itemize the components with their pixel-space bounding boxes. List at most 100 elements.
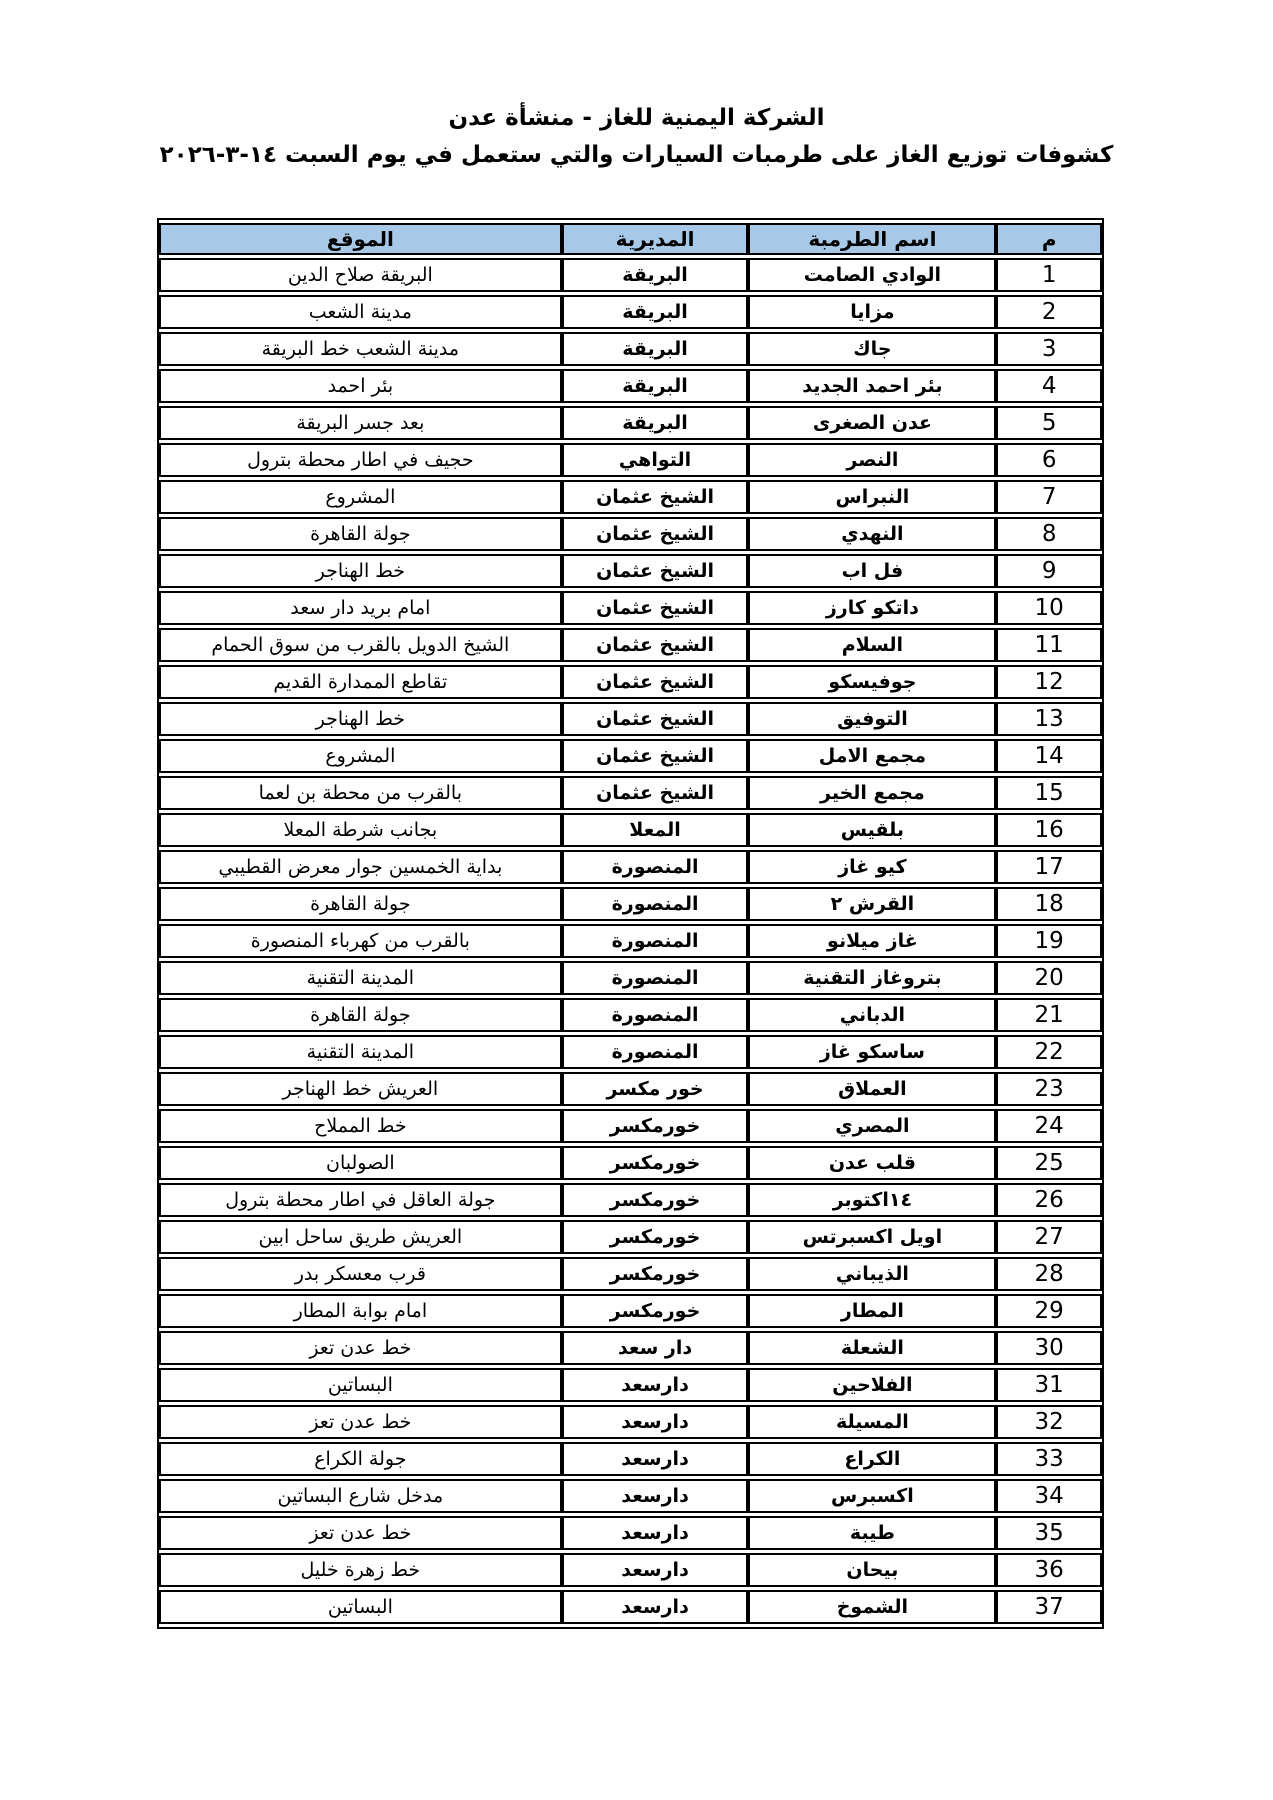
cell-location: بئر احمد [159,368,562,403]
table-row: 10 داتكو كارز الشيخ عثمان امام بريد دار … [159,590,1102,625]
cell-pump-name: فل اب [748,553,997,588]
cell-location: حجيف في اطار محطة بترول [159,442,562,477]
cell-location: البريقة صلاح الدين [159,257,562,292]
cell-district: دار سعد [561,1330,749,1365]
cell-location: المدينة التقنية [159,1034,562,1069]
cell-district: دارسعد [561,1515,749,1550]
cell-pump-name: الوادي الصامت [748,257,997,292]
cell-location: جولة القاهرة [159,997,562,1032]
cell-district: البريقة [561,368,749,403]
cell-serial: 27 [996,1219,1102,1254]
cell-serial: 11 [996,627,1102,662]
cell-location: جولة القاهرة [159,886,562,921]
cell-serial: 20 [996,960,1102,995]
cell-district: خورمكسر [561,1145,749,1180]
cell-pump-name: الدباني [748,997,997,1032]
cell-serial: 17 [996,849,1102,884]
cell-location: بالقرب من كهرباء المنصورة [159,923,562,958]
cell-district: التواهي [561,442,749,477]
cell-district: دارسعد [561,1404,749,1439]
cell-pump-name: اويل اكسبرتس [748,1219,997,1254]
table-row: 29 المطار خورمكسر امام بوابة المطار [159,1293,1102,1328]
cell-pump-name: العملاق [748,1071,997,1106]
cell-serial: 5 [996,405,1102,440]
cell-district: الشيخ عثمان [561,627,749,662]
cell-district: الشيخ عثمان [561,664,749,699]
cell-location: بالقرب من محطة بن لعما [159,775,562,810]
cell-location: بجانب شرطة المعلا [159,812,562,847]
cell-location: قرب معسكر بدر [159,1256,562,1291]
cell-district: المنصورة [561,997,749,1032]
cell-serial: 19 [996,923,1102,958]
cell-pump-name: المصري [748,1108,997,1143]
cell-serial: 23 [996,1071,1102,1106]
table-row: 8 النهدي الشيخ عثمان جولة القاهرة [159,516,1102,551]
cell-district: الشيخ عثمان [561,590,749,625]
cell-district: الشيخ عثمان [561,738,749,773]
cell-district: دارسعد [561,1589,749,1624]
table-row: 34 اكسبرس دارسعد مدخل شارع البساتين [159,1478,1102,1513]
cell-location: امام بوابة المطار [159,1293,562,1328]
cell-pump-name: كيو غاز [748,849,997,884]
cell-district: دارسعد [561,1441,749,1476]
cell-location: مدخل شارع البساتين [159,1478,562,1513]
cell-serial: 32 [996,1404,1102,1439]
document-subtitle: كشوفات توزيع الغاز على طرمبات السيارات و… [159,141,1114,168]
table-row: 3 جاك البريقة مدينة الشعب خط البريقة [159,331,1102,366]
cell-pump-name: داتكو كارز [748,590,997,625]
cell-location: مدينة الشعب خط البريقة [159,331,562,366]
cell-pump-name: جاك [748,331,997,366]
cell-pump-name: بلقيس [748,812,997,847]
cell-serial: 26 [996,1182,1102,1217]
cell-location: خط عدن تعز [159,1330,562,1365]
cell-serial: 8 [996,516,1102,551]
table-row: 19 غاز ميلانو المنصورة بالقرب من كهرباء … [159,923,1102,958]
table-row: 1 الوادي الصامت البريقة البريقة صلاح الد… [159,257,1102,292]
cell-pump-name: عدن الصغرى [748,405,997,440]
cell-pump-name: النصر [748,442,997,477]
column-header-district: المديرية [561,222,749,255]
cell-serial: 15 [996,775,1102,810]
table-row: 30 الشعلة دار سعد خط عدن تعز [159,1330,1102,1365]
table-header-row: م اسم الطرمبة المديرية الموقع [159,222,1102,255]
cell-district: دارسعد [561,1552,749,1587]
table-row: 27 اويل اكسبرتس خورمكسر العريش طريق ساحل… [159,1219,1102,1254]
cell-location: المشروع [159,738,562,773]
cell-location: جولة القاهرة [159,516,562,551]
cell-serial: 13 [996,701,1102,736]
table-row: 21 الدباني المنصورة جولة القاهرة [159,997,1102,1032]
cell-serial: 25 [996,1145,1102,1180]
table-row: 20 بتروغاز التقنية المنصورة المدينة التق… [159,960,1102,995]
cell-district: دارسعد [561,1478,749,1513]
cell-district: خورمكسر [561,1219,749,1254]
cell-serial: 12 [996,664,1102,699]
cell-pump-name: النهدي [748,516,997,551]
cell-pump-name: ١٤اكتوبر [748,1182,997,1217]
table-row: 23 العملاق خور مكسر العريش خط الهناجر [159,1071,1102,1106]
table-row: 11 السلام الشيخ عثمان الشيخ الدويل بالقر… [159,627,1102,662]
cell-district: خورمكسر [561,1108,749,1143]
cell-district: البريقة [561,405,749,440]
table-row: 16 بلقيس المعلا بجانب شرطة المعلا [159,812,1102,847]
cell-pump-name: السلام [748,627,997,662]
cell-district: المنصورة [561,923,749,958]
table-row: 13 التوفيق الشيخ عثمان خط الهناجر [159,701,1102,736]
cell-serial: 30 [996,1330,1102,1365]
cell-pump-name: ساسكو غاز [748,1034,997,1069]
cell-district: المعلا [561,812,749,847]
cell-serial: 18 [996,886,1102,921]
table-row: 18 القرش ٢ المنصورة جولة القاهرة [159,886,1102,921]
cell-district: المنصورة [561,886,749,921]
cell-pump-name: المسيلة [748,1404,997,1439]
cell-pump-name: اكسبرس [748,1478,997,1513]
cell-pump-name: بتروغاز التقنية [748,960,997,995]
cell-serial: 22 [996,1034,1102,1069]
cell-location: خط زهرة خليل [159,1552,562,1587]
cell-district: المنصورة [561,1034,749,1069]
table-row: 4 بئر احمد الجديد البريقة بئر احمد [159,368,1102,403]
cell-serial: 35 [996,1515,1102,1550]
cell-serial: 10 [996,590,1102,625]
table-row: 6 النصر التواهي حجيف في اطار محطة بترول [159,442,1102,477]
cell-location: مدينة الشعب [159,294,562,329]
cell-district: الشيخ عثمان [561,553,749,588]
